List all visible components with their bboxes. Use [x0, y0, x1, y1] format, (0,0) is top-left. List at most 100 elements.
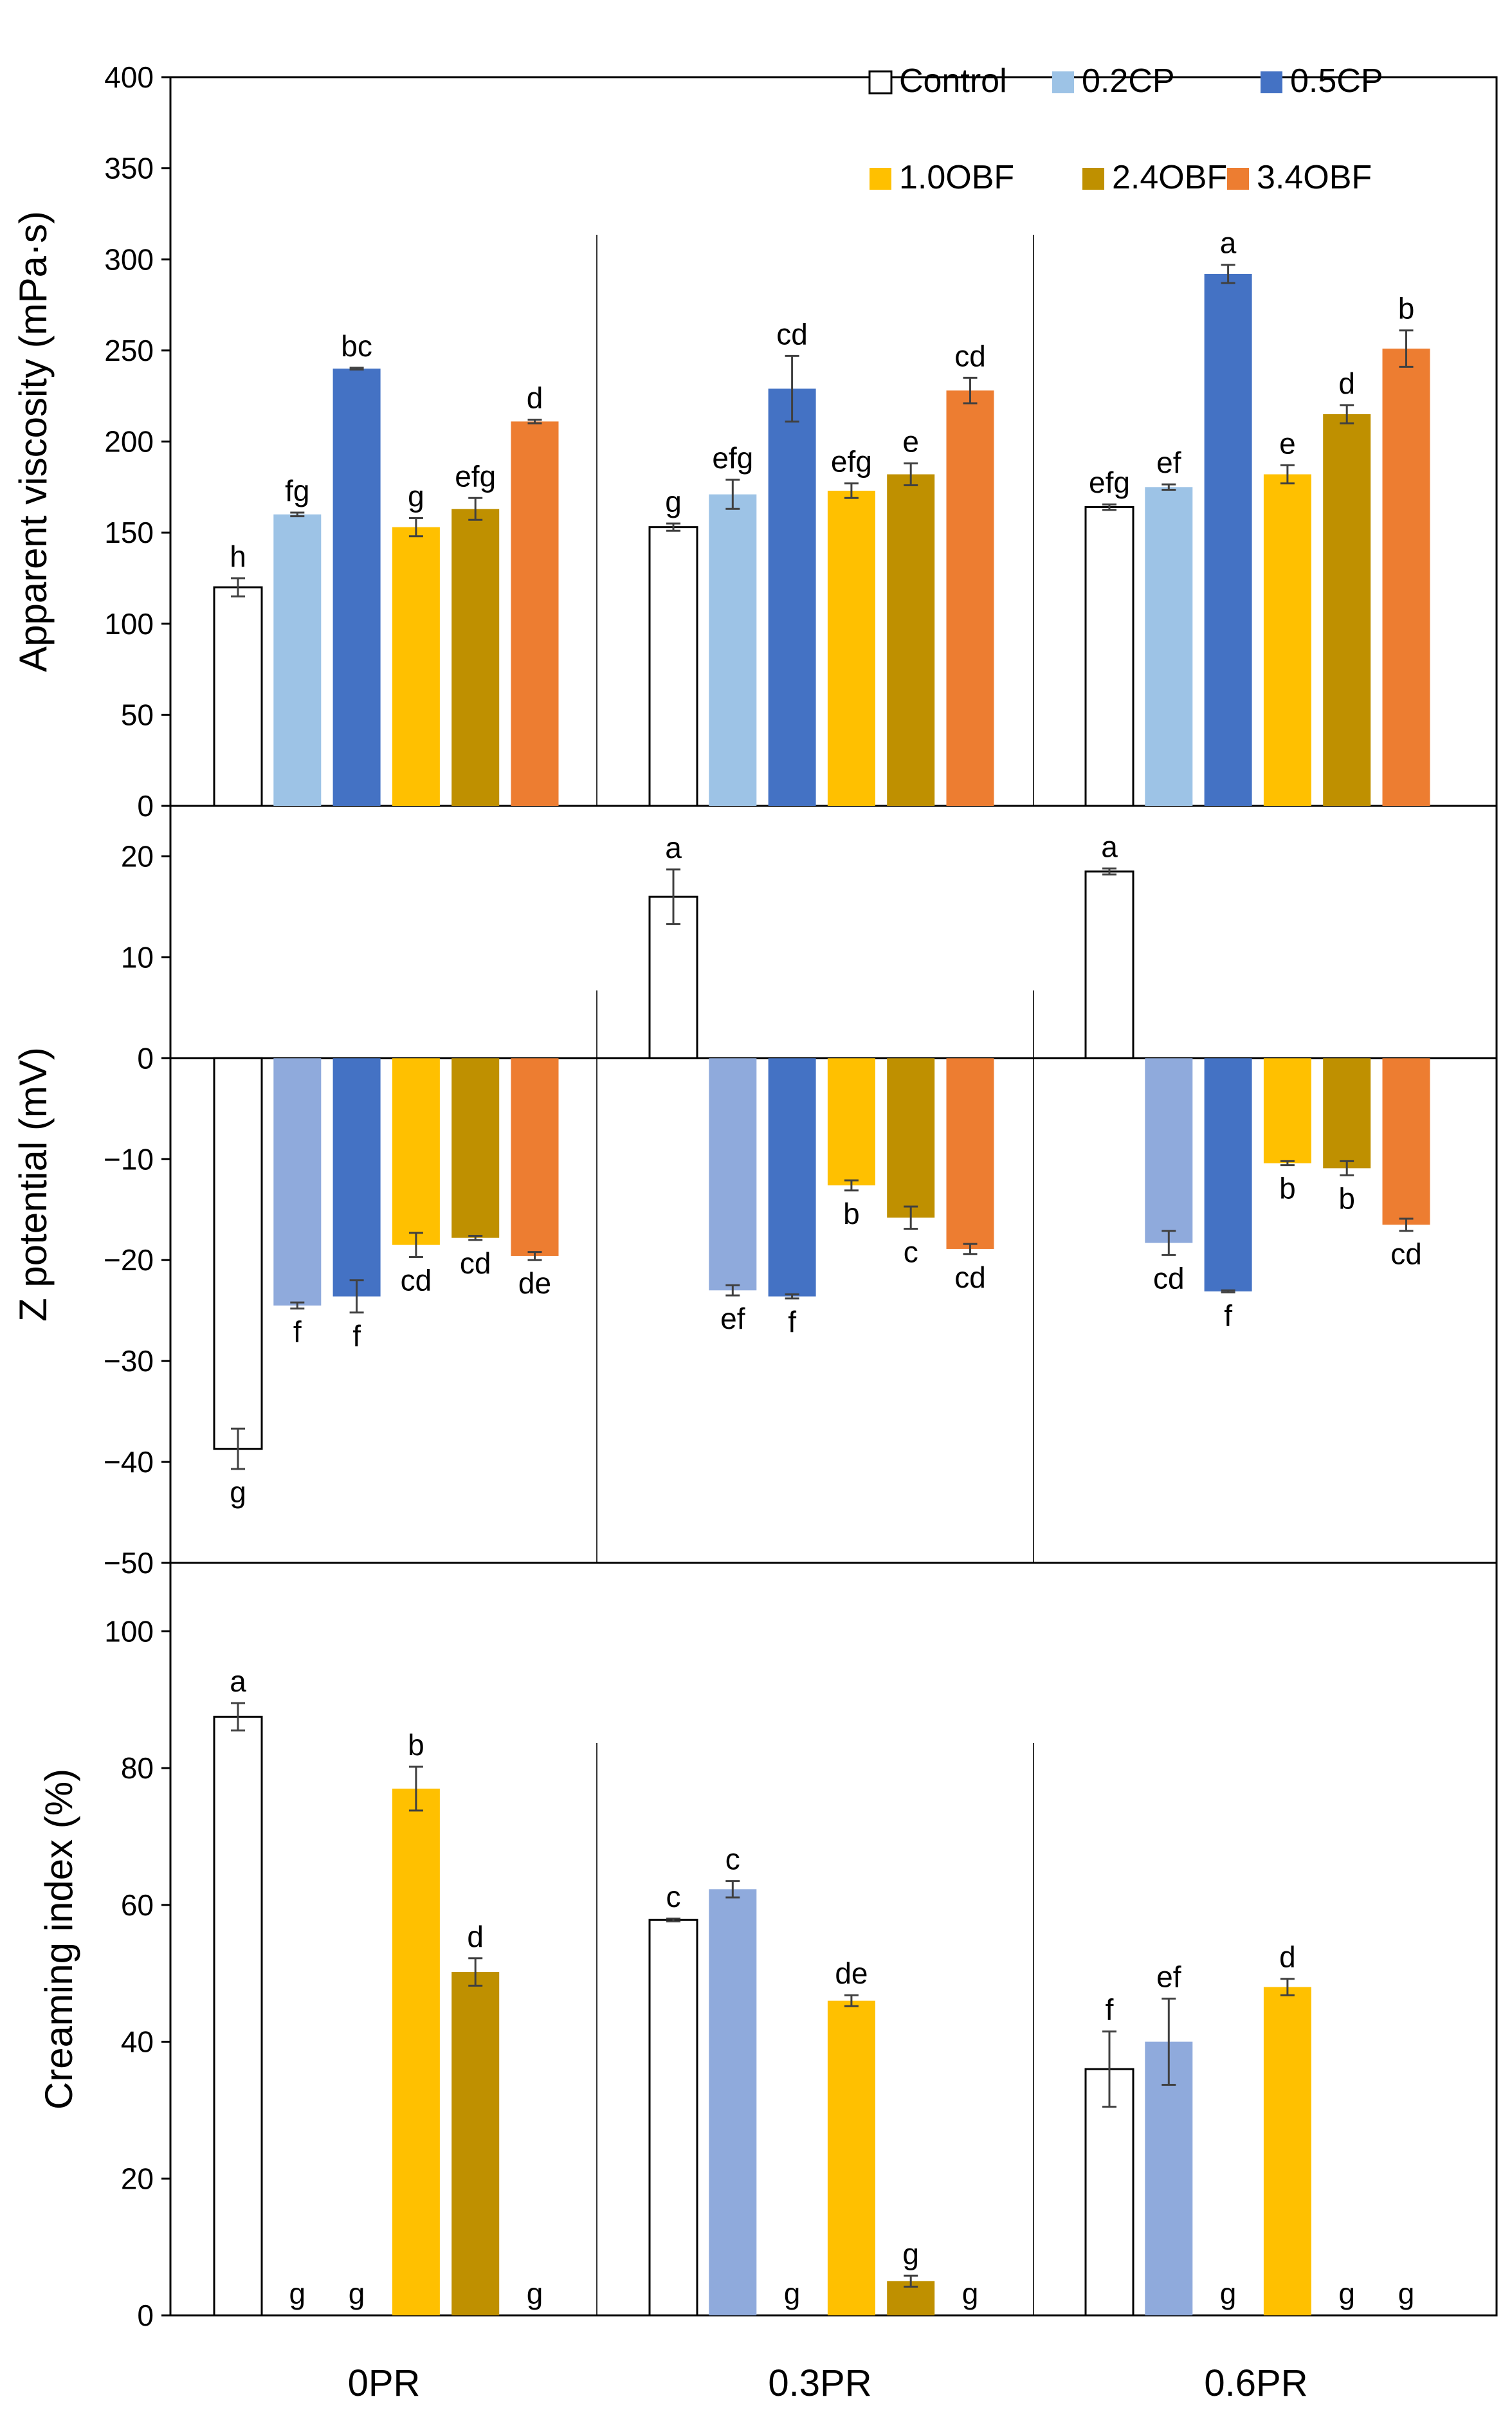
y-tick-label: 100 — [104, 607, 154, 641]
significance-letter: f — [1224, 1299, 1232, 1332]
y-tick-label: −50 — [104, 1546, 154, 1580]
y-axis-label: Creaming index (%) — [37, 1769, 80, 2110]
y-tick-label: 20 — [121, 2162, 154, 2195]
significance-letter: b — [843, 1197, 860, 1230]
significance-letter: ef — [720, 1302, 745, 1335]
bar-Control-0.3PR — [648, 1919, 698, 2317]
bar-3.4OBF-0PR — [511, 421, 559, 806]
bar-1.0OBF-0PR — [392, 527, 440, 806]
significance-letter: b — [1338, 1181, 1355, 1215]
y-tick-label: 0 — [137, 789, 154, 823]
bar-2.4OBF-0.6PR — [1323, 414, 1371, 806]
bar-Control-0.6PR — [1084, 2068, 1134, 2317]
significance-letter: f — [788, 1305, 796, 1338]
significance-letter: cd — [460, 1246, 491, 1280]
significance-letter: ef — [1156, 446, 1181, 479]
bar-1.0OBF-0.6PR — [1263, 1058, 1311, 1163]
y-tick-label: −40 — [104, 1445, 154, 1479]
x-category-label: 0.3PR — [768, 2362, 871, 2404]
y-tick-label: 300 — [104, 242, 154, 276]
bar-2.4OBF-0.3PR — [887, 1058, 935, 1218]
significance-letter: g — [230, 1475, 246, 1509]
significance-letter: g — [962, 2277, 979, 2310]
y-tick-label: 0 — [137, 2299, 154, 2332]
x-category-label: 0.6PR — [1204, 2362, 1307, 2404]
legend-swatch-0.5CP — [1261, 71, 1282, 93]
significance-letter: d — [467, 1920, 484, 1953]
significance-letter: g — [289, 2277, 306, 2310]
y-tick-label: 50 — [121, 698, 154, 731]
legend-label-0.5CP: 0.5CP — [1290, 62, 1383, 100]
significance-letter: e — [1279, 426, 1296, 460]
significance-letter: f — [1106, 1993, 1114, 2027]
bar-2.4OBF-0PR — [451, 1058, 500, 1238]
y-tick-label: 150 — [104, 516, 154, 549]
bar-3.4OBF-0.3PR — [946, 1058, 994, 1249]
significance-letter: g — [902, 2237, 919, 2270]
bar-1.0OBF-0.6PR — [1263, 1987, 1311, 2315]
bar-0.5CP-0.6PR — [1204, 1058, 1252, 1291]
legend-swatch-0.2CP — [1052, 71, 1074, 93]
significance-letter: cd — [1390, 1237, 1422, 1271]
bar-3.4OBF-0PR — [511, 1058, 559, 1256]
x-category-label: 0PR — [348, 2362, 421, 2404]
bar-1.0OBF-0.3PR — [827, 490, 875, 806]
y-tick-label: 20 — [121, 839, 154, 873]
bar-0.2CP-0PR — [273, 1058, 322, 1306]
legend-label-Control: Control — [899, 62, 1007, 100]
significance-letter: efg — [1089, 466, 1130, 499]
legend-label-2.4OBF: 2.4OBF — [1112, 159, 1227, 196]
y-tick-label: 60 — [121, 1888, 154, 1922]
y-tick-label: 80 — [121, 1751, 154, 1785]
significance-letter: a — [1101, 830, 1118, 863]
significance-letter: efg — [712, 441, 753, 475]
significance-letter: cd — [776, 317, 808, 351]
y-tick-label: 100 — [104, 1614, 154, 1648]
bar-Control-0.3PR — [648, 526, 698, 807]
bar-Control-0PR — [213, 586, 263, 807]
significance-letter: g — [349, 2277, 365, 2310]
significance-letter: cd — [1153, 1261, 1185, 1295]
significance-letter: cd — [401, 1263, 432, 1297]
significance-letter: c — [666, 1880, 681, 1913]
significance-letter: e — [902, 424, 919, 458]
significance-letter: b — [408, 1728, 424, 1762]
significance-letter: cd — [954, 1261, 986, 1294]
bar-2.4OBF-0PR — [451, 1972, 500, 2315]
y-axis-label: Z potential (mV) — [12, 1047, 55, 1322]
bar-0.5CP-0PR — [332, 1058, 381, 1297]
significance-letter: d — [1279, 1940, 1296, 1974]
y-tick-label: 10 — [121, 940, 154, 974]
bar-Control-0.6PR — [1084, 870, 1134, 1059]
bar-1.0OBF-0.3PR — [827, 1058, 875, 1186]
significance-letter: c — [725, 1843, 740, 1876]
significance-letter: b — [1398, 292, 1415, 325]
y-tick-label: −30 — [104, 1344, 154, 1378]
significance-letter: g — [1338, 2277, 1355, 2310]
significance-letter: de — [835, 1956, 868, 1990]
significance-letter: g — [665, 485, 682, 518]
y-tick-label: 40 — [121, 2025, 154, 2059]
significance-letter: h — [230, 540, 246, 573]
bar-3.4OBF-0.6PR — [1382, 349, 1430, 806]
bar-1.0OBF-0.6PR — [1263, 474, 1311, 806]
significance-letter: g — [1220, 2277, 1237, 2310]
bar-0.2CP-0.6PR — [1145, 2041, 1193, 2315]
legend-swatch-Control — [868, 70, 893, 95]
bar-2.4OBF-0.3PR — [887, 474, 935, 806]
bar-3.4OBF-0.6PR — [1382, 1058, 1430, 1225]
bar-2.4OBF-0PR — [451, 509, 500, 806]
significance-letter: fg — [285, 474, 309, 507]
significance-letter: b — [1279, 1172, 1296, 1205]
bar-0.5CP-0.3PR — [768, 388, 816, 806]
significance-letter: ef — [1156, 1960, 1181, 1994]
bar-0.2CP-0.6PR — [1145, 1058, 1193, 1243]
y-tick-label: 400 — [104, 60, 154, 94]
significance-letter: efg — [831, 445, 872, 479]
legend-label-0.2CP: 0.2CP — [1082, 62, 1175, 100]
y-tick-label: 350 — [104, 152, 154, 185]
legend-swatch-3.4OBF — [1227, 168, 1249, 190]
significance-letter: f — [352, 1319, 361, 1353]
